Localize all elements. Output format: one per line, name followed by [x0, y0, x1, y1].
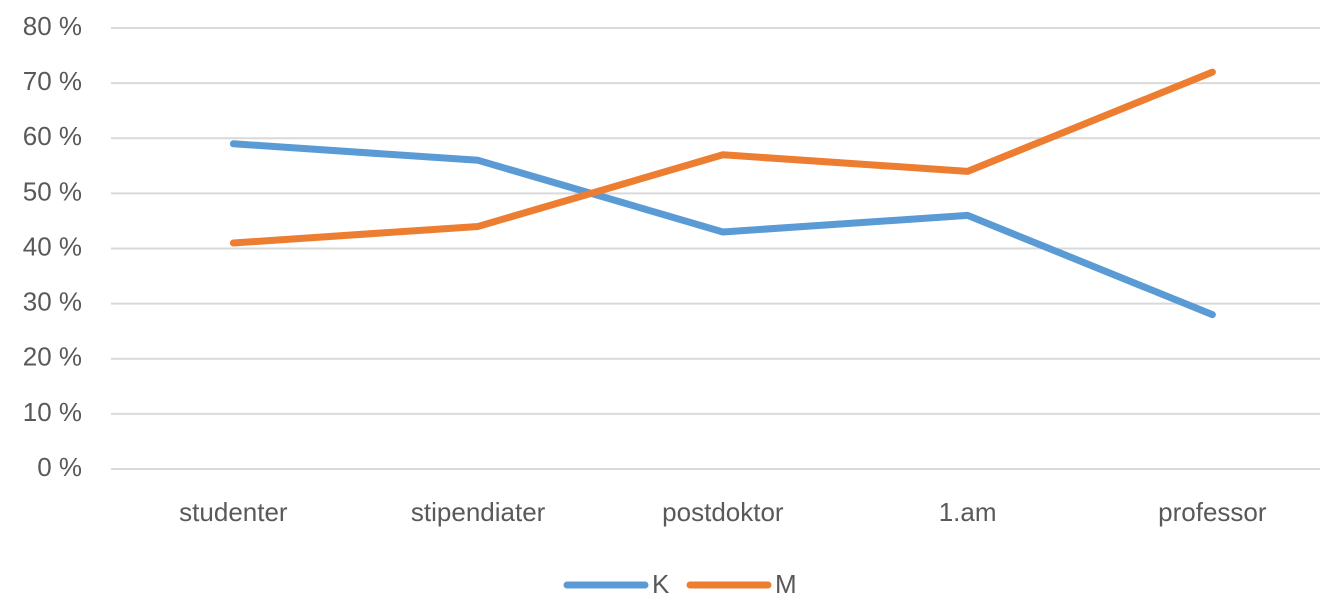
y-tick-label: 20 % [23, 342, 82, 372]
y-tick-label: 40 % [23, 231, 82, 261]
legend-label: M [775, 569, 797, 598]
y-tick-label: 0 % [37, 452, 82, 482]
y-tick-label: 50 % [23, 176, 82, 206]
y-tick-label: 70 % [23, 66, 82, 96]
y-tick-label: 10 % [23, 397, 82, 427]
line-series [229, 140, 1216, 319]
x-tick-label: studenter [179, 497, 288, 527]
line-series [229, 68, 1216, 247]
x-tick-label: stipendiater [411, 497, 546, 527]
x-tick-label: 1.am [939, 497, 997, 527]
x-tick-label: professor [1158, 497, 1267, 527]
y-tick-label: 80 % [23, 11, 82, 41]
x-tick-label: postdoktor [662, 497, 784, 527]
y-tick-label: 60 % [23, 121, 82, 151]
legend-label: K [652, 569, 670, 598]
y-tick-label: 30 % [23, 287, 82, 317]
